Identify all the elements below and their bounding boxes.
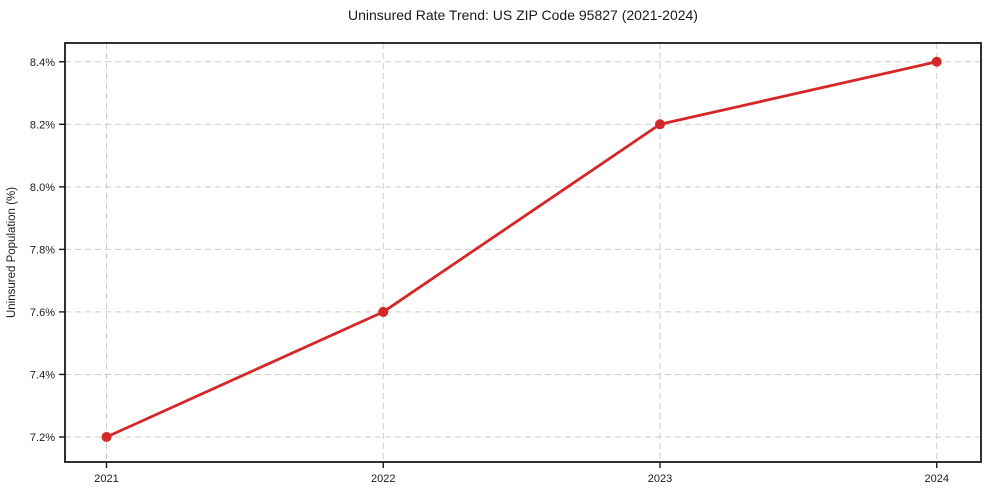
- x-tick-label: 2024: [924, 473, 948, 485]
- y-tick-label: 7.4%: [30, 369, 55, 381]
- data-point-marker: [931, 56, 942, 67]
- y-tick-label: 7.8%: [30, 244, 55, 256]
- y-tick-label: 7.2%: [30, 432, 55, 444]
- x-tick-label: 2021: [94, 473, 118, 485]
- chart-title: Uninsured Rate Trend: US ZIP Code 95827 …: [348, 7, 698, 23]
- y-axis-label: Uninsured Population (%): [6, 187, 18, 318]
- x-tick-label: 2023: [648, 473, 672, 485]
- x-tick-label: 2022: [371, 473, 395, 485]
- data-point-marker: [378, 306, 389, 317]
- trend-line: [105, 60, 939, 439]
- data-point-marker: [101, 431, 112, 442]
- y-tick-label: 8.4%: [30, 57, 55, 69]
- y-tick-label: 7.6%: [30, 307, 55, 319]
- y-tick-label: 8.2%: [30, 119, 55, 131]
- data-point-marker: [654, 119, 665, 130]
- y-tick-label: 8.0%: [30, 182, 55, 194]
- plot-border: [64, 42, 982, 463]
